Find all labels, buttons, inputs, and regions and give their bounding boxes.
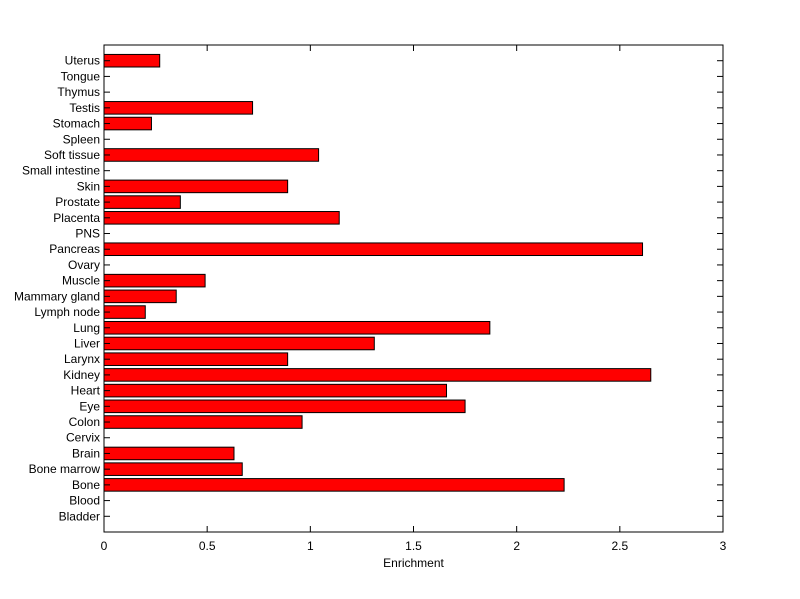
- y-tick-label-testis: Testis: [69, 101, 100, 115]
- y-tick-label-lymph-node: Lymph node: [34, 305, 100, 319]
- y-tick-label-lung: Lung: [73, 321, 100, 335]
- y-tick-label-kidney: Kidney: [63, 368, 100, 382]
- bars-group: [103, 53, 652, 492]
- y-tick-label-eye: Eye: [79, 399, 100, 413]
- y-tick-label-small-intestine: Small intestine: [22, 164, 100, 178]
- y-tick-label-thymus: Thymus: [57, 85, 100, 99]
- bar-larynx: [103, 352, 289, 366]
- y-tick-label-liver: Liver: [74, 336, 100, 350]
- bar-mammary-gland: [103, 289, 177, 304]
- bar-soft-tissue: [103, 148, 320, 162]
- x-tick-label: 0: [101, 539, 108, 553]
- y-tick-label-spleen: Spleen: [63, 132, 100, 146]
- bar-lymph-node: [103, 305, 146, 319]
- y-tick-label-bone: Bone: [72, 478, 100, 492]
- y-tick-label-cervix: Cervix: [66, 431, 100, 445]
- x-tick-label: 1.5: [405, 539, 422, 553]
- x-axis-title: Enrichment: [383, 556, 444, 570]
- y-tick-label-uterus: Uterus: [65, 54, 100, 68]
- y-tick-label-larynx: Larynx: [64, 352, 100, 366]
- y-tick-label-soft-tissue: Soft tissue: [44, 148, 100, 162]
- bar-kidney: [103, 368, 652, 382]
- bar-prostate: [103, 195, 181, 209]
- bar-pancreas: [103, 242, 644, 257]
- bar-muscle: [103, 273, 206, 288]
- y-tick-label-prostate: Prostate: [55, 195, 100, 209]
- bar-bone: [103, 478, 565, 492]
- y-tick-label-bladder: Bladder: [59, 509, 100, 523]
- y-tick-label-pancreas: Pancreas: [49, 242, 100, 256]
- bar-colon: [103, 415, 303, 429]
- bar-lung: [103, 320, 491, 335]
- bar-placenta: [103, 211, 340, 225]
- bar-uterus: [103, 53, 161, 68]
- bar-stomach: [103, 116, 152, 131]
- x-tick-label: 0.5: [199, 539, 216, 553]
- bar-liver: [103, 336, 375, 351]
- y-tick-label-colon: Colon: [69, 415, 100, 429]
- y-tick-label-ovary: Ovary: [68, 258, 100, 272]
- bar-heart: [103, 383, 448, 398]
- y-tick-label-tongue: Tongue: [61, 69, 101, 83]
- y-tick-label-pns: PNS: [75, 227, 100, 241]
- x-tick-label: 2: [513, 539, 520, 553]
- y-tick-label-brain: Brain: [72, 446, 100, 460]
- y-tick-label-blood: Blood: [69, 494, 100, 508]
- y-tick-label-heart: Heart: [71, 384, 101, 398]
- bar-bone-marrow: [103, 462, 243, 476]
- x-tick-label: 2.5: [611, 539, 628, 553]
- y-tick-label-muscle: Muscle: [62, 274, 100, 288]
- x-axis-ticks: 0 0.5 1 1.5 2 2.5 3: [101, 45, 727, 553]
- y-tick-label-mammary-gland: Mammary gland: [14, 289, 100, 303]
- y-tick-label-placenta: Placenta: [53, 211, 100, 225]
- bar-skin: [103, 179, 289, 194]
- bar-testis: [103, 101, 254, 115]
- bar-eye: [103, 399, 466, 414]
- x-tick-label: 1: [307, 539, 314, 553]
- x-tick-label: 3: [720, 539, 727, 553]
- y-tick-label-bone-marrow: Bone marrow: [29, 462, 101, 476]
- y-tick-label-stomach: Stomach: [53, 117, 100, 131]
- y-tick-label-skin: Skin: [77, 179, 100, 193]
- bar-brain: [103, 446, 235, 461]
